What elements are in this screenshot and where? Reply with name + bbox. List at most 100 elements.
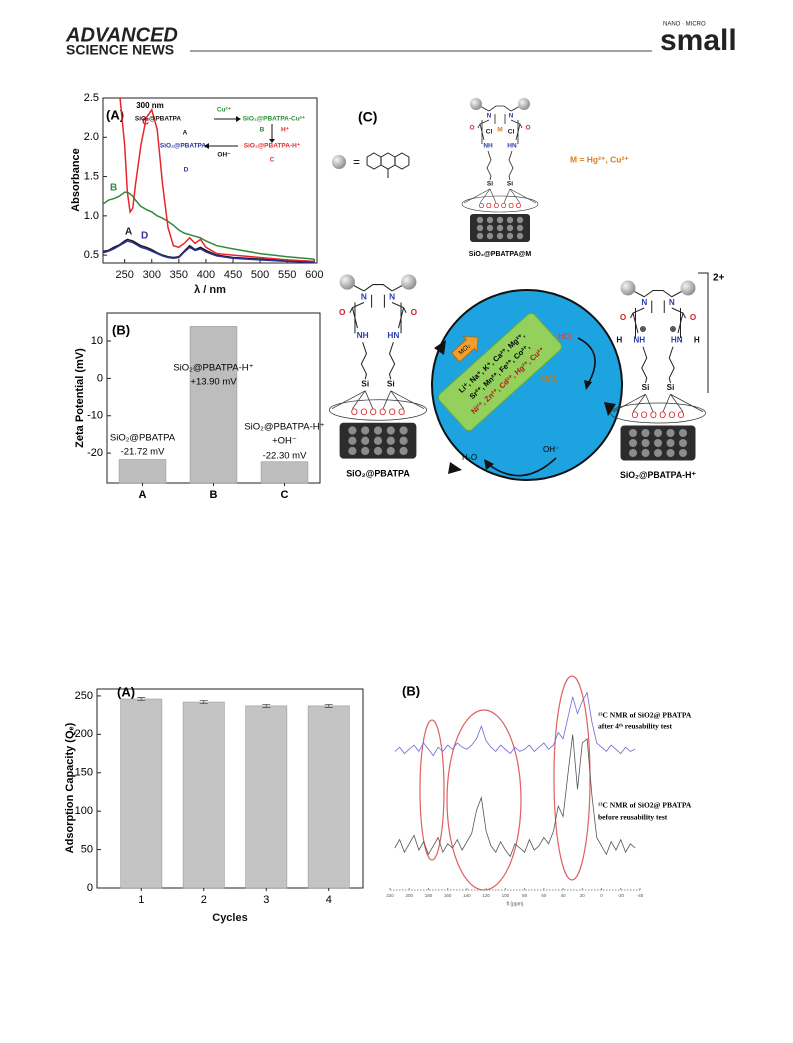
atom: ⊕ xyxy=(670,324,677,333)
series-line xyxy=(119,98,315,263)
x-axis-label: fl (ppm) xyxy=(507,901,524,907)
x-tick-label: 60 xyxy=(541,893,547,898)
x-tick-label: 100 xyxy=(502,893,510,898)
pore xyxy=(516,232,524,240)
x-tick-label: 200 xyxy=(405,893,413,898)
pore xyxy=(399,426,408,435)
x-tick-label: 450 xyxy=(224,269,242,281)
atom: Si xyxy=(507,181,513,188)
atom: N xyxy=(669,298,675,307)
bar-label: SiO₂@PBATPA-H⁺ xyxy=(173,363,253,374)
inset-arrows xyxy=(209,118,273,147)
bracket xyxy=(698,272,709,393)
atom: Cl xyxy=(508,129,515,136)
h2o: H₂O xyxy=(462,453,477,462)
x-tick-label: 80 xyxy=(522,893,528,898)
reaction-arrow xyxy=(577,337,596,385)
cycle-arrowhead xyxy=(448,462,462,474)
x-tick-label: 220 xyxy=(386,893,394,898)
inset-label: Cu²⁺ xyxy=(217,107,232,114)
ion-box-bg xyxy=(437,312,563,432)
x-tick-label: -40 xyxy=(637,893,644,898)
surface-ring xyxy=(328,399,428,421)
chart: -20 -10 0 10 (B) Zeta Potential (mV) A SiO₂@PBA… xyxy=(74,312,325,501)
brand: ADVANCED xyxy=(65,24,178,46)
ring xyxy=(380,152,396,170)
pore xyxy=(476,216,484,224)
mcl2: MCl₂ xyxy=(541,375,558,384)
y-tick-label: 50 xyxy=(81,843,93,855)
pore xyxy=(506,232,514,240)
series-label: A xyxy=(125,227,132,238)
surface-oxygens: O O O O O O xyxy=(479,203,522,210)
x-tick-label: 1 xyxy=(138,894,144,906)
x-axis-label: λ / nm xyxy=(194,284,226,296)
atom: O xyxy=(525,125,530,132)
pore xyxy=(361,426,370,435)
y-tick-label: 200 xyxy=(75,728,93,740)
x-tick-label: 600 xyxy=(305,269,323,281)
bar xyxy=(307,705,350,889)
atom: HN xyxy=(387,330,399,340)
reaction-arrowhead xyxy=(584,380,592,390)
y-tick-label: 2.5 xyxy=(84,92,99,104)
x-tick-label: -20 xyxy=(618,893,625,898)
bar-label: +OH⁻ xyxy=(272,436,297,447)
pore xyxy=(679,429,687,437)
error-bar xyxy=(324,703,333,708)
error-bar xyxy=(262,703,271,708)
y-tick-label: 0 xyxy=(87,882,93,894)
pore xyxy=(348,436,357,445)
atom: O xyxy=(620,313,626,322)
value-label: -22.30 mV xyxy=(263,451,307,462)
panel-label: (A) xyxy=(106,107,124,122)
series-line xyxy=(394,734,636,858)
x-tick-label: C xyxy=(281,489,289,501)
ion-arrow: MCl₂ xyxy=(450,335,479,363)
y-tick-label: 1.5 xyxy=(84,170,99,182)
x-tick-label: 140 xyxy=(463,893,471,898)
error-bar xyxy=(199,700,208,704)
atom: Si xyxy=(642,383,650,392)
y-tick-label: -10 xyxy=(87,410,103,422)
brand-sub: SCIENCE NEWS xyxy=(66,42,174,58)
pore xyxy=(629,439,637,447)
pore xyxy=(386,426,395,435)
pore xyxy=(361,446,370,456)
series-note: before reusability test xyxy=(598,813,668,822)
bar xyxy=(260,461,309,484)
structure: O O O O O O N N O O Cl M Cl NH HN Si Si SiO₂@PBATPA@… xyxy=(461,98,539,258)
atom: O xyxy=(469,125,474,132)
inset-label: SiO₂@PBATPA-H⁺ xyxy=(244,143,301,150)
inset-label: SiO₂@PBATPA-Cu²⁺ xyxy=(243,116,306,123)
y-axis-label: Zeta Potential (mV) xyxy=(74,348,86,448)
y-tick-label: 1.0 xyxy=(84,210,99,222)
series-label: ¹³C NMR of SiO2@ PBATPA xyxy=(598,711,692,720)
substituent-sphere xyxy=(518,98,530,110)
bar-label: SiO₂@PBATPA-H⁺ xyxy=(244,422,324,433)
pore xyxy=(516,216,524,224)
series-note: after 4ᵗʰ reusability test xyxy=(598,722,672,731)
journal: small xyxy=(660,24,737,57)
pore xyxy=(361,436,370,445)
pore xyxy=(666,439,675,447)
atom: Si xyxy=(667,383,675,392)
pore xyxy=(496,216,504,224)
atom: O xyxy=(339,307,346,317)
y-tick-label: 150 xyxy=(75,767,93,779)
x-tick-label: 500 xyxy=(251,269,269,281)
x-tick-label: 3 xyxy=(263,894,269,906)
bonds xyxy=(475,103,525,181)
substituent-sphere xyxy=(401,274,417,290)
structure: O O O O O O N N O O H ⊕ NH ⊕ HN H Si Si SiO₂@PBATPA-H… xyxy=(610,272,725,480)
pore xyxy=(654,449,662,457)
y-tick-label: 0.5 xyxy=(84,249,99,261)
journal-tag: NANO · MICRO xyxy=(663,22,706,28)
panel-label: (B) xyxy=(402,683,420,698)
oh: OH⁻ xyxy=(543,445,559,454)
chart: 220 200 180 160 140 120 100 80 60 40 20 0 -20 -40(B)f… xyxy=(386,683,692,907)
inset-label: SiO₂@PBATPA xyxy=(135,116,181,123)
cycle-arrowhead xyxy=(604,402,616,416)
